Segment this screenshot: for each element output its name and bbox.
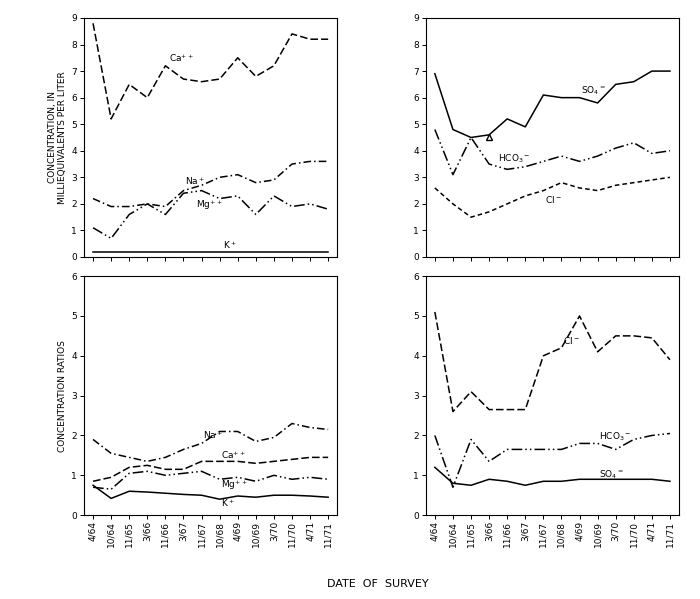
- Text: DATE  OF  SURVEY: DATE OF SURVEY: [327, 579, 429, 589]
- Text: K$^+$: K$^+$: [221, 498, 235, 509]
- Text: Cl$^-$: Cl$^-$: [564, 335, 580, 346]
- Y-axis label: CONCENTRATION RATIOS: CONCENTRATION RATIOS: [58, 340, 67, 452]
- Text: SO$_4$$^=$: SO$_4$$^=$: [599, 468, 624, 481]
- Y-axis label: CONCENTRATION, IN
MILLIEQUIVALENTS PER LITER: CONCENTRATION, IN MILLIEQUIVALENTS PER L…: [48, 71, 67, 204]
- Text: Na$^+$: Na$^+$: [204, 429, 223, 441]
- Text: Cl$^-$: Cl$^-$: [545, 193, 562, 204]
- Text: HCO$_3$$^-$: HCO$_3$$^-$: [498, 152, 531, 165]
- Text: Ca$^{++}$: Ca$^{++}$: [169, 52, 194, 63]
- Text: K$^+$: K$^+$: [223, 240, 237, 251]
- Text: Mg$^{++}$: Mg$^{++}$: [196, 198, 223, 212]
- Text: Ca$^{++}$: Ca$^{++}$: [221, 450, 246, 461]
- Text: Na$^+$: Na$^+$: [186, 176, 205, 187]
- Text: Mg$^{++}$: Mg$^{++}$: [221, 479, 248, 492]
- Text: SO$_4$$^=$: SO$_4$$^=$: [581, 84, 606, 97]
- Text: HCO$_3$$^-$: HCO$_3$$^-$: [599, 431, 632, 443]
